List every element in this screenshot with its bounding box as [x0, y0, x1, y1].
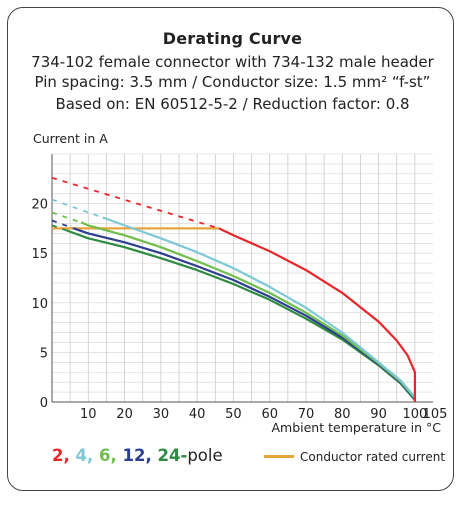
x-tick-label: 105 — [423, 407, 448, 422]
legend-item-24: 24 — [157, 446, 181, 465]
series-2-dashed-line — [51, 176, 220, 230]
chart-card — [7, 7, 454, 491]
series-24-dashed-line — [51, 224, 67, 232]
x-tick-label: 40 — [189, 407, 206, 422]
x-tick-label: 20 — [116, 407, 133, 422]
y-tick-label: 10 — [31, 297, 48, 312]
legend-poles: 2, 4, 6, 12, 24-pole — [52, 446, 223, 465]
x-tick-label: 50 — [225, 407, 242, 422]
y-tick-label: 5 — [40, 346, 48, 361]
x-tick-label: 90 — [370, 407, 387, 422]
y-axis-label: Current in A — [33, 131, 108, 146]
x-tick-label: 100 — [402, 407, 427, 422]
x-tick-label: 60 — [261, 407, 278, 422]
chart-title: Derating Curve — [162, 29, 303, 48]
series-4-dashed-line — [51, 198, 104, 219]
legend-dash: - — [180, 446, 188, 465]
y-tick-label: 20 — [31, 198, 48, 213]
legend-sep: , — [86, 446, 99, 465]
subtitle-line-1: 734-102 female connector with 734-132 ma… — [31, 53, 434, 71]
legend-item-4: 4 — [75, 446, 87, 465]
legend-sep: , — [145, 446, 158, 465]
rated-current-swatch — [264, 455, 294, 458]
y-tick-label: 15 — [31, 247, 48, 262]
legend-item-12: 12 — [122, 446, 146, 465]
series-4-line — [102, 216, 416, 398]
subtitle-line-2: Pin spacing: 3.5 mm / Conductor size: 1.… — [34, 73, 431, 91]
y-tick-label: 0 — [40, 396, 48, 411]
legend-suffix: pole — [187, 446, 223, 465]
x-tick-label: 70 — [298, 407, 315, 422]
series-12-dashed-line — [51, 219, 75, 230]
series-24-line — [66, 229, 416, 401]
subtitle-line-3: Based on: EN 60512-5-2 / Reduction facto… — [55, 95, 410, 113]
legend-sep: , — [110, 446, 123, 465]
legend-rated-current: Conductor rated current — [264, 450, 445, 464]
legend-sep: , — [63, 446, 76, 465]
x-axis-label: Ambient temperature in °C — [271, 420, 441, 435]
series-6-dashed-line — [51, 211, 82, 224]
legend-item-6: 6 — [99, 446, 111, 465]
legend-item-2: 2 — [52, 446, 64, 465]
x-tick-label: 10 — [80, 407, 97, 422]
series-2-line — [218, 227, 416, 402]
rated-current-label: Conductor rated current — [300, 450, 446, 464]
x-tick-label: 80 — [334, 407, 351, 422]
x-tick-label: 30 — [153, 407, 170, 422]
